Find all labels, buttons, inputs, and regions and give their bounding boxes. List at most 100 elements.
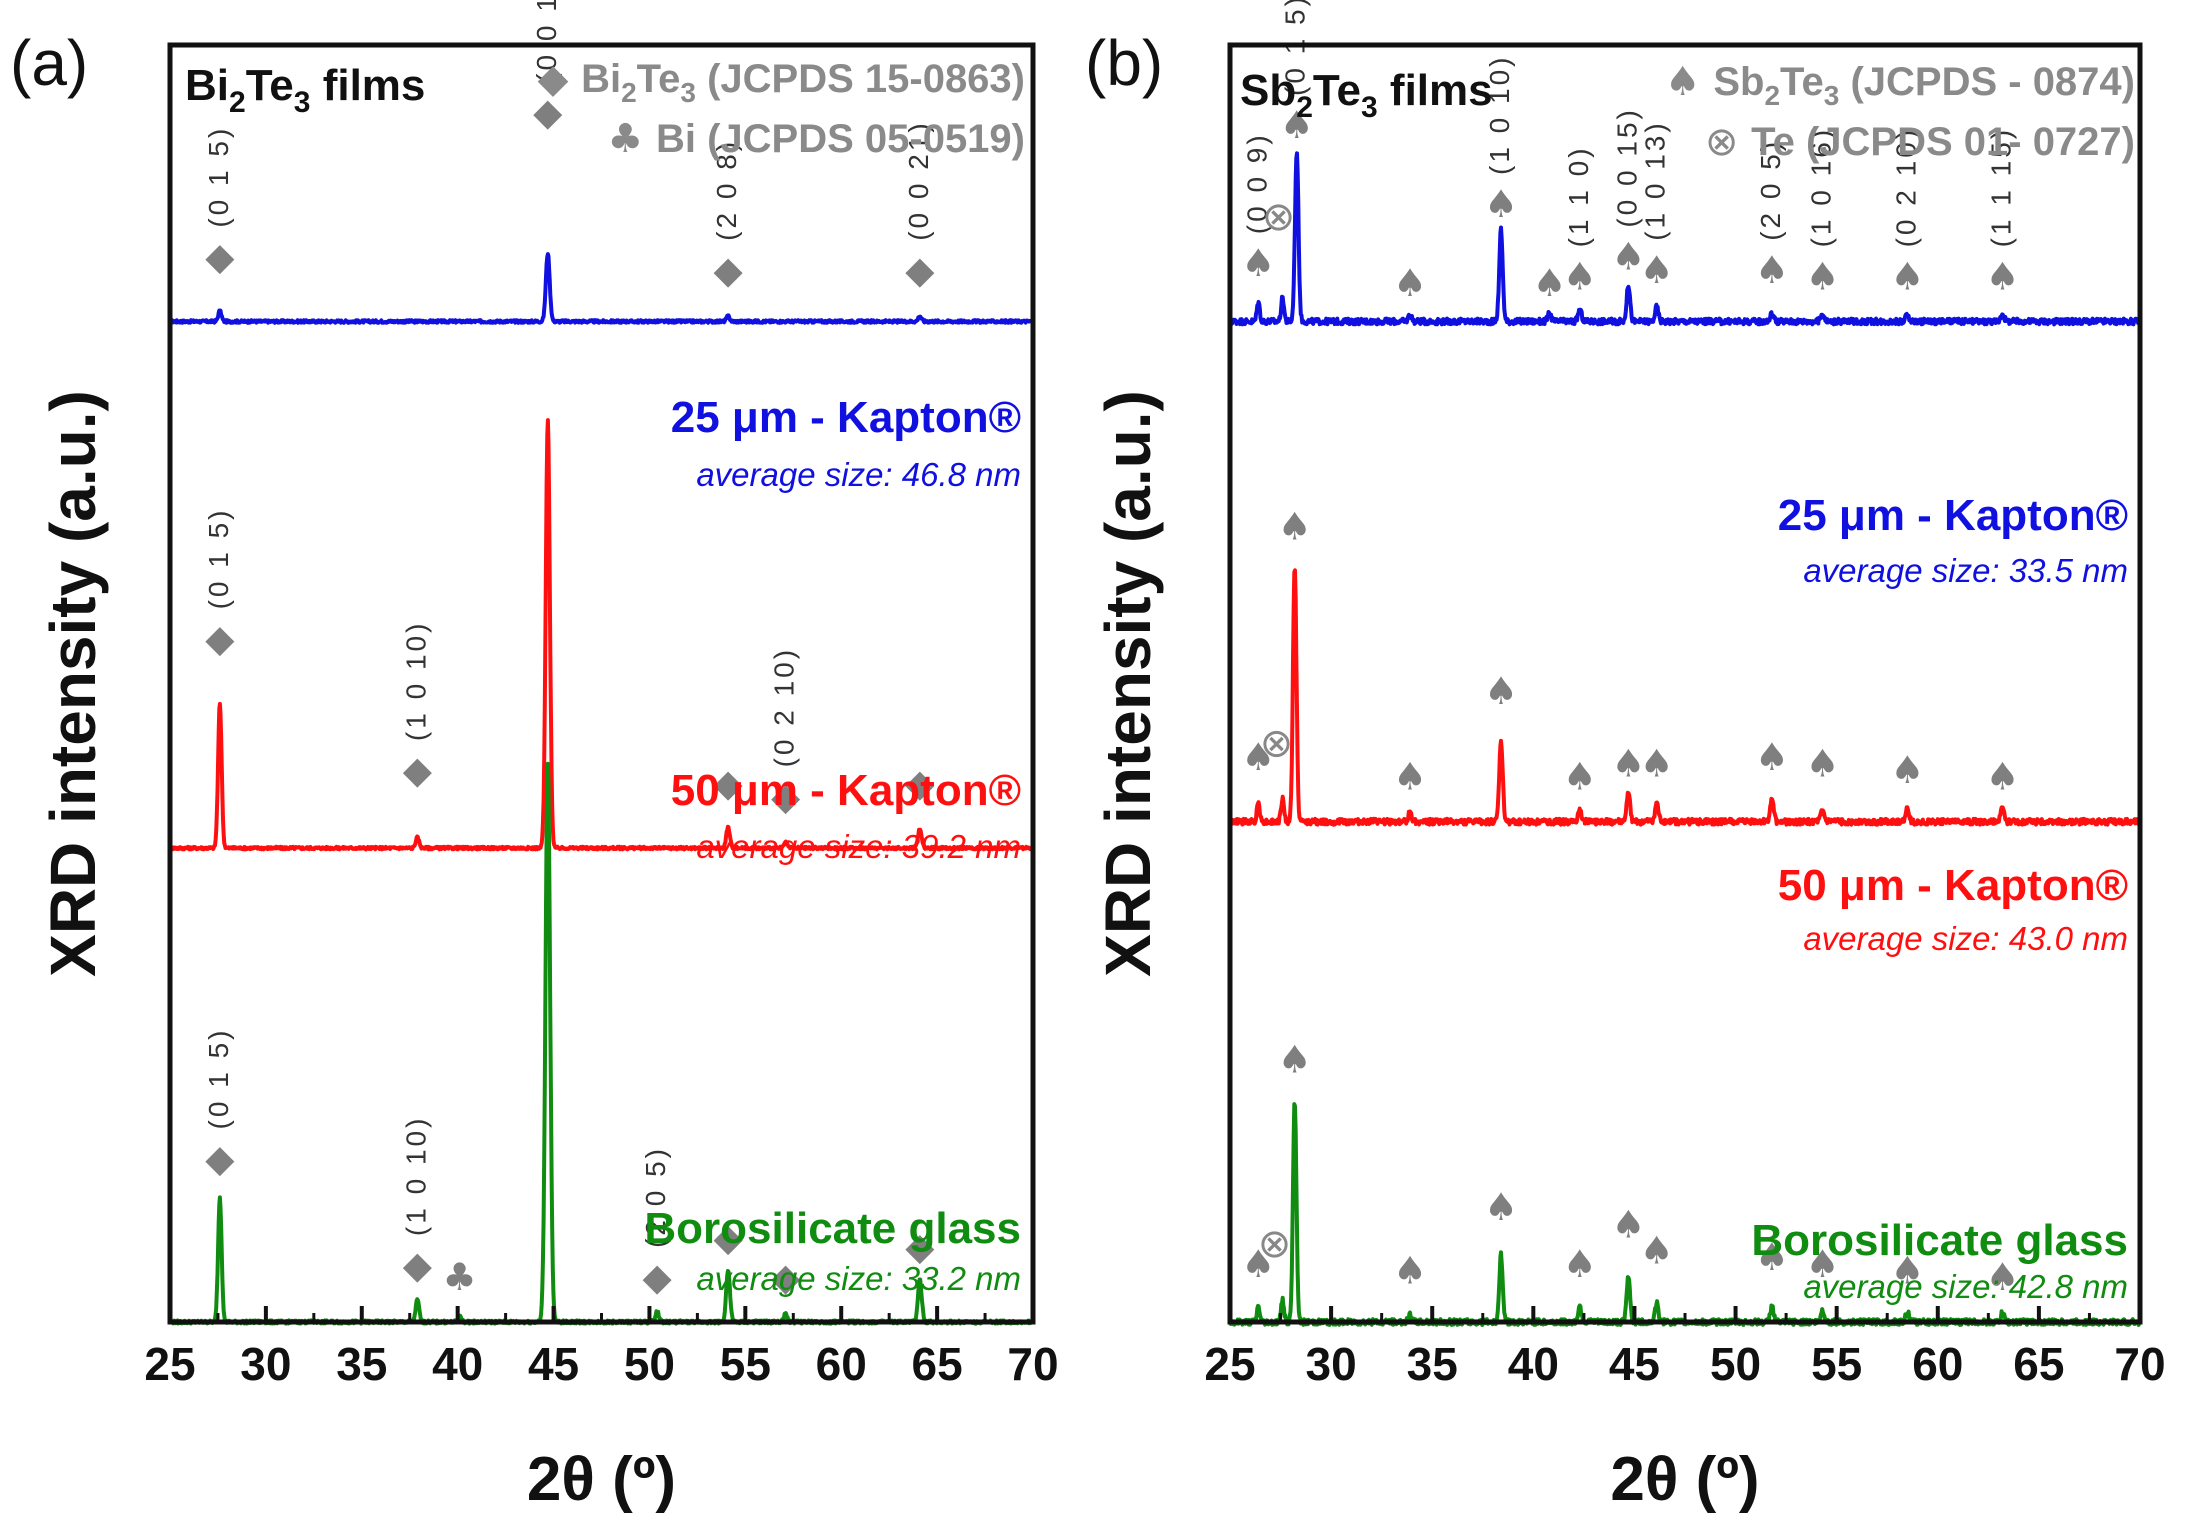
hkl-label: (1 0 10) [1484, 54, 1515, 175]
diamond-marker-icon: ◆ [205, 616, 235, 660]
title-part: 3 [294, 86, 311, 119]
series-line-1 [1228, 568, 2142, 827]
legend-text: (JCPDS 15-0863) [696, 57, 1025, 101]
spade-marker-icon: ♠ [1805, 1242, 1839, 1286]
legend-text: Bi (JCPDS 05-0519) [656, 117, 1025, 161]
title-part: films [1378, 66, 1493, 115]
hkl-label: (1 0 10) [400, 1116, 431, 1237]
x-axis-label: 2θ (º) [1610, 1445, 1759, 1514]
spade-marker-icon: ♠ [1280, 103, 1314, 147]
diamond-marker-icon: ◆ [713, 761, 743, 805]
spade-legend-icon: ♠ [1665, 59, 1714, 105]
x-tick-label: 60 [1912, 1338, 1963, 1390]
spade-marker-icon: ♠ [1805, 741, 1839, 785]
spade-marker-icon: ♠ [1241, 241, 1275, 285]
panel-title: Sb2Te3 films [1240, 66, 1493, 124]
spade-marker-icon: ♠ [1611, 741, 1645, 785]
title-part: Te [1313, 66, 1361, 115]
title-part: films [310, 61, 425, 110]
title-part: Te [246, 61, 294, 110]
spade-marker-icon: ♠ [1805, 254, 1839, 298]
spade-marker-icon: ♠ [1640, 741, 1674, 785]
hkl-label: (1 0 16) [1806, 127, 1837, 248]
title-part: 3 [1361, 91, 1378, 124]
series-label: 25 μm - Kapton® [671, 393, 1021, 442]
hkl-label: (0 1 5) [203, 1028, 234, 1130]
club-marker-icon: ♣ [443, 1255, 477, 1299]
legend-entry: ♠ Sb2Te3 (JCPDS - 0874) [1665, 59, 2135, 111]
x-tick-label: 30 [1306, 1338, 1357, 1390]
spade-marker-icon: ♠ [1241, 1242, 1275, 1286]
x-tick-label: 70 [1007, 1338, 1058, 1390]
x-tick-label: 55 [720, 1338, 771, 1390]
spade-marker-icon: ♠ [1278, 505, 1312, 549]
x-tick-label: 50 [1710, 1338, 1761, 1390]
legend-text: 2 [1764, 80, 1780, 111]
x-tick-label: 45 [1609, 1338, 1660, 1390]
x-tick-label: 35 [1407, 1338, 1458, 1390]
x-tick-label: 25 [1204, 1338, 1255, 1390]
diamond-marker-icon: ◆ [905, 761, 935, 805]
hkl-label: (2 0 8) [711, 139, 742, 241]
legend-text: 2 [621, 77, 637, 108]
spade-marker-icon: ♠ [1890, 1248, 1924, 1292]
series-label: 50 μm - Kapton® [1778, 861, 2128, 910]
title-part: 2 [229, 86, 246, 119]
hkl-label: (0 0 15) [531, 0, 562, 83]
hkl-label: (2 0 5) [640, 1146, 671, 1248]
legend-entry: ♣ Bi (JCPDS 05-0519) [607, 116, 1025, 162]
spade-marker-icon: ♠ [1985, 755, 2019, 799]
diamond-marker-icon: ◆ [205, 1136, 235, 1180]
cross-circle-marker-icon: ⊗ [1258, 1221, 1292, 1267]
x-axis-label: 2θ (º) [527, 1445, 676, 1514]
y-axis-label: XRD intensity (a.u.) [1092, 390, 1164, 977]
series-line-1 [168, 418, 1035, 852]
spade-marker-icon: ♠ [1241, 735, 1275, 779]
x-tick-label: 65 [912, 1338, 963, 1390]
legend-entry: ◆ Bi2Te3 (JCPDS 15-0863) [538, 56, 1025, 108]
x-tick-label: 40 [432, 1338, 483, 1390]
hkl-label: (1 0 10) [400, 621, 431, 742]
series-size-label: average size: 42.8 nm [1803, 1268, 2128, 1305]
panel-label: (a) [10, 27, 88, 99]
x-tick-label: 40 [1508, 1338, 1559, 1390]
spade-marker-icon: ♠ [1484, 669, 1518, 713]
hkl-label: (0 0 15) [1611, 107, 1642, 228]
legend-text: Te (JCPDS 01- 0727) [1751, 120, 2135, 164]
hkl-label: (0 1 5) [203, 507, 234, 609]
y-axis-label: XRD intensity (a.u.) [37, 390, 109, 977]
series-line-0 [168, 252, 1035, 325]
legend-entry: ⊗ Te (JCPDS 01- 0727) [1705, 119, 2135, 165]
spade-marker-icon: ♠ [1985, 254, 2019, 298]
spade-marker-icon: ♠ [1890, 254, 1924, 298]
x-tick-label: 45 [528, 1338, 579, 1390]
hkl-label: (0 2 10) [1890, 127, 1921, 248]
hkl-label: (1 1 0) [1563, 145, 1594, 247]
diamond-marker-icon: ◆ [403, 1243, 433, 1287]
hkl-label: (0 0 9) [1241, 132, 1272, 234]
series-size-label: average size: 33.5 nm [1803, 552, 2128, 589]
x-tick-label: 30 [240, 1338, 291, 1390]
legend-text: 3 [680, 77, 696, 108]
diamond-legend-icon: ◆ [538, 56, 581, 102]
spade-marker-icon: ♠ [1393, 261, 1427, 305]
series-size-label: average size: 33.2 nm [696, 1260, 1021, 1297]
spade-marker-icon: ♠ [1393, 1248, 1427, 1292]
hkl-label: (2 0 5) [1755, 139, 1786, 241]
cross-circle-legend-icon: ⊗ [1705, 119, 1751, 165]
x-tick-label: 65 [2013, 1338, 2064, 1390]
spade-marker-icon: ♠ [1278, 1038, 1312, 1082]
diamond-marker-icon: ◆ [905, 1225, 935, 1269]
hkl-label: (0 1 5) [1280, 0, 1311, 96]
spade-marker-icon: ♠ [1484, 1185, 1518, 1229]
hkl-label: (1 1 15) [1985, 127, 2016, 247]
title-part: 2 [1296, 91, 1313, 124]
hkl-label: (1 0 13) [1640, 120, 1671, 241]
x-tick-label: 25 [144, 1338, 195, 1390]
series-label: 50 μm - Kapton® [671, 766, 1021, 815]
panel-b: (b)♠(0 0 9)⊗♠(0 1 5)♠♠(1 0 10)♠♠(1 1 0)♠… [1085, 0, 2166, 1514]
diamond-marker-icon: ◆ [771, 774, 801, 818]
spade-marker-icon: ♠ [1640, 1229, 1674, 1273]
spade-marker-icon: ♠ [1611, 235, 1645, 279]
